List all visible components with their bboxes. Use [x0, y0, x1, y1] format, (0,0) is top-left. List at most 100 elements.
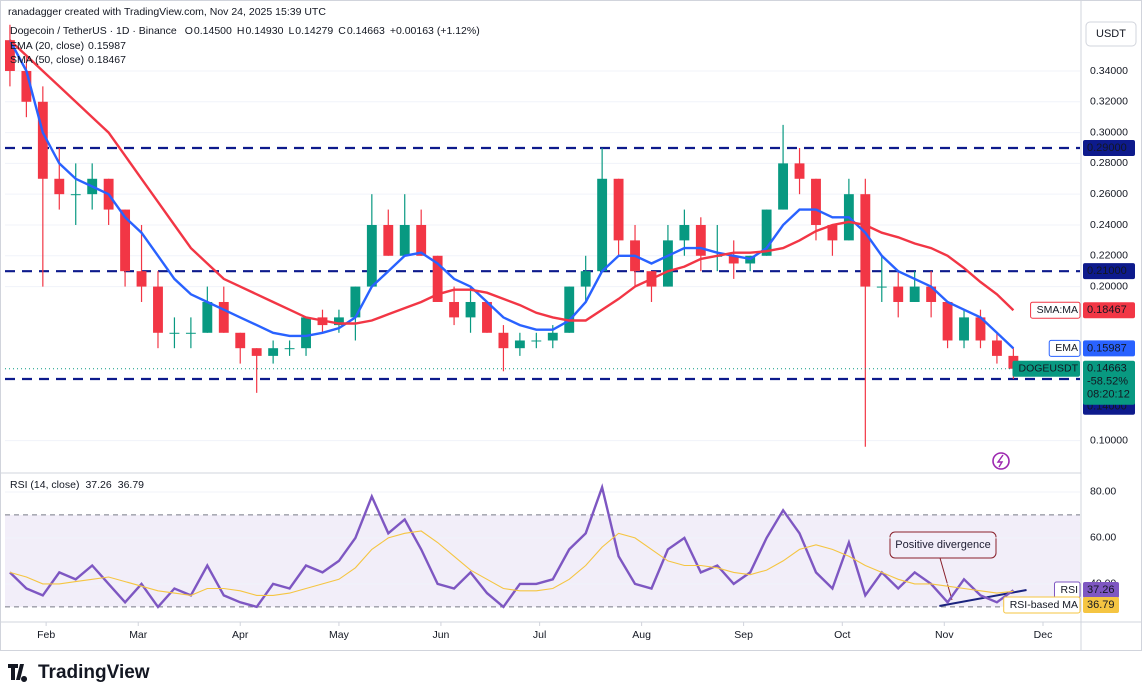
- candle-body: [975, 317, 986, 341]
- annotation-text: Positive divergence: [895, 539, 990, 551]
- annotation-box: [889, 531, 997, 559]
- candle-body: [580, 271, 591, 287]
- last-tag-change: -58.52%: [1087, 376, 1128, 388]
- x-tick-label: May: [329, 629, 350, 641]
- candle-body: [399, 224, 410, 256]
- y-tick-label: 0.32000: [1090, 96, 1128, 108]
- candle-body: [120, 209, 131, 272]
- last-tag-name: DOGEUSDT: [1018, 363, 1078, 375]
- candle-body: [432, 255, 443, 302]
- x-tick-label: Apr: [232, 629, 249, 641]
- alert-icon-bolt: [996, 454, 1004, 468]
- ma-tag-name: EMA: [1055, 342, 1078, 354]
- rsi-tag-value-box: [1083, 582, 1119, 598]
- candle-body: [876, 286, 887, 288]
- candle-body: [811, 178, 821, 225]
- candle-body: [465, 301, 476, 318]
- candle-body: [70, 194, 81, 196]
- last-tag-box: [1083, 360, 1135, 405]
- candle-body: [778, 163, 789, 210]
- ohlc-value: 0.14279: [295, 25, 333, 37]
- candle-body: [942, 301, 953, 341]
- candle-body: [827, 224, 838, 241]
- last-tag-name-box: [1012, 360, 1080, 377]
- candle-body: [301, 317, 311, 349]
- y-tick-label: 0.28000: [1090, 157, 1128, 169]
- currency[interactable]: USDT: [1096, 28, 1126, 40]
- x-tick-label: Aug: [632, 629, 651, 641]
- candle-body: [268, 348, 279, 356]
- x-tick-label: Feb: [37, 629, 55, 641]
- annotation-arrow: [939, 557, 953, 601]
- candle-body: [909, 286, 920, 302]
- candle-body: [926, 286, 937, 302]
- ohlc-value: 0.14500: [194, 25, 232, 37]
- ma-line: [8, 39, 1015, 350]
- price-pane: [5, 24, 1080, 447]
- candle-body: [54, 178, 65, 195]
- level-tag: 0.21000: [1087, 265, 1127, 277]
- ohlc-key: C: [338, 25, 346, 37]
- candle-body: [547, 332, 558, 341]
- candle-body: [235, 332, 246, 349]
- candle-body: [761, 209, 772, 256]
- candle-body: [679, 224, 690, 241]
- level-tag: 0.29000: [1087, 142, 1127, 154]
- candle-body: [21, 70, 32, 102]
- indicator-legend-name: EMA (20, close): [10, 40, 84, 52]
- level-tag-box: [1083, 139, 1135, 156]
- ma-tag-name-box: [1048, 339, 1081, 357]
- candle-body: [251, 348, 262, 356]
- x-tick-label: Nov: [935, 629, 954, 641]
- ohlc-key: L: [288, 25, 294, 37]
- candle-body: [218, 301, 229, 333]
- y-tick-label: 0.10000: [1090, 434, 1128, 446]
- candle-body: [185, 332, 196, 334]
- alert-icon[interactable]: [992, 452, 1010, 470]
- y-tick-label: 0.24000: [1090, 219, 1128, 231]
- brand-logo: [8, 664, 28, 682]
- y-tick-label: 80.00: [1090, 486, 1116, 498]
- candle-body: [333, 317, 344, 326]
- indicator-legend-name: SMA (50, close): [10, 54, 84, 66]
- y-tick-label: 0.26000: [1090, 188, 1128, 200]
- candle-body: [613, 178, 624, 241]
- candle-body: [959, 317, 969, 341]
- candle-body: [482, 301, 492, 333]
- rsi-legend-name: RSI (14, close): [10, 479, 79, 491]
- candle-body: [284, 348, 295, 350]
- rsi-legend-value: 36.79: [118, 479, 144, 491]
- ohlc-value: 0.14930: [245, 25, 283, 37]
- y-tick-label: 60.00: [1090, 532, 1116, 544]
- y-tick-label: 0.20000: [1090, 280, 1128, 292]
- ma-tag-value: 0.18467: [1087, 304, 1127, 316]
- rsi-pane: [5, 483, 1080, 609]
- x-tick-label: Mar: [129, 629, 148, 641]
- y-tick-label: 0.34000: [1090, 65, 1128, 77]
- level-tag-box: [1083, 263, 1135, 280]
- y-tick-label: 0.30000: [1090, 126, 1128, 138]
- currency-button[interactable]: [1085, 21, 1137, 47]
- indicator-legend-value: 0.15987: [88, 40, 126, 52]
- last-tag-price: 0.14663: [1087, 363, 1127, 375]
- candle-body: [5, 40, 15, 71]
- ma-tag-value-box: [1083, 302, 1135, 319]
- candle-body: [662, 240, 673, 287]
- candle-body: [531, 340, 542, 342]
- candle-body: [383, 224, 394, 256]
- rsi-tag-name: RSI-based MA: [1010, 599, 1078, 611]
- candle-body: [498, 332, 509, 349]
- attribution: ranadagger created with TradingView.com,…: [8, 6, 326, 18]
- ohlc-key: O: [185, 25, 193, 37]
- candle-body: [893, 286, 904, 302]
- candle-body: [169, 332, 180, 334]
- annotation: Positive divergence: [889, 531, 997, 601]
- ma-tag-value-box: [1083, 340, 1135, 357]
- y-tick-label: 0.22000: [1090, 250, 1128, 262]
- rsi-line: [9, 483, 1015, 609]
- candle-body: [350, 286, 361, 318]
- rsi-tag-name: RSI: [1060, 584, 1078, 596]
